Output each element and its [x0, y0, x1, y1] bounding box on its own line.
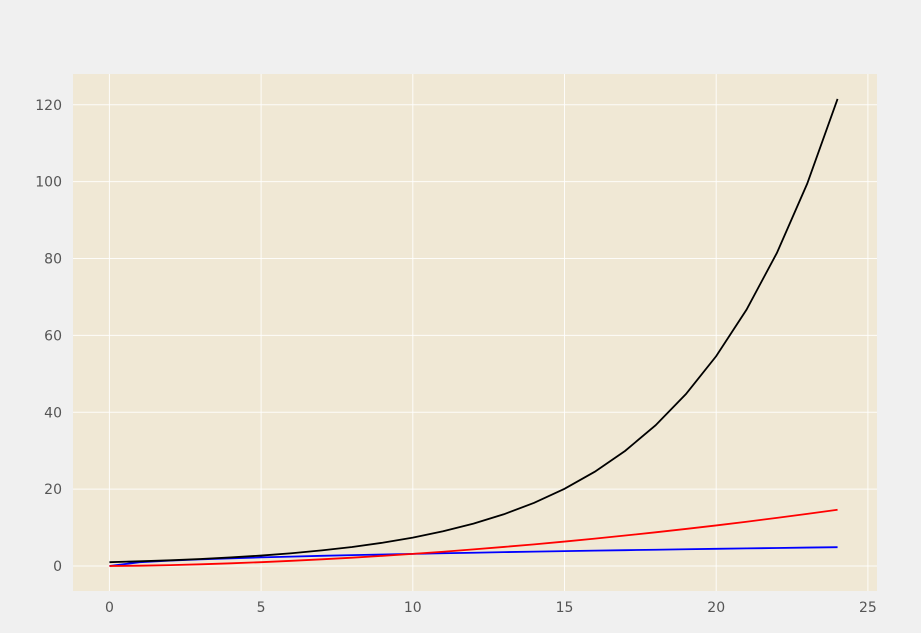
y-tick-label: 20 [44, 482, 62, 498]
x-tick-label: 20 [707, 600, 725, 616]
x-tick-label: 5 [257, 600, 266, 616]
series-line-2 [109, 508, 838, 567]
x-tick-label: 15 [556, 600, 574, 616]
y-tick-label: 100 [35, 175, 62, 191]
y-axis-ticks: 0 20 40 60 80 100 120 [35, 98, 62, 575]
y-tick-label: 0 [53, 559, 62, 575]
y-tick-label: 60 [44, 328, 62, 344]
series-group [109, 98, 839, 567]
x-axis-ticks: 0 5 10 15 20 25 [105, 600, 877, 616]
x-tick-label: 0 [105, 600, 114, 616]
y-tick-label: 120 [35, 98, 62, 114]
plot-area [73, 74, 877, 591]
grid [73, 74, 877, 591]
x-tick-label: 10 [404, 600, 422, 616]
x-tick-label: 25 [859, 600, 877, 616]
y-tick-label: 80 [44, 252, 62, 268]
y-tick-label: 40 [44, 405, 62, 421]
series-line-3 [109, 98, 839, 564]
